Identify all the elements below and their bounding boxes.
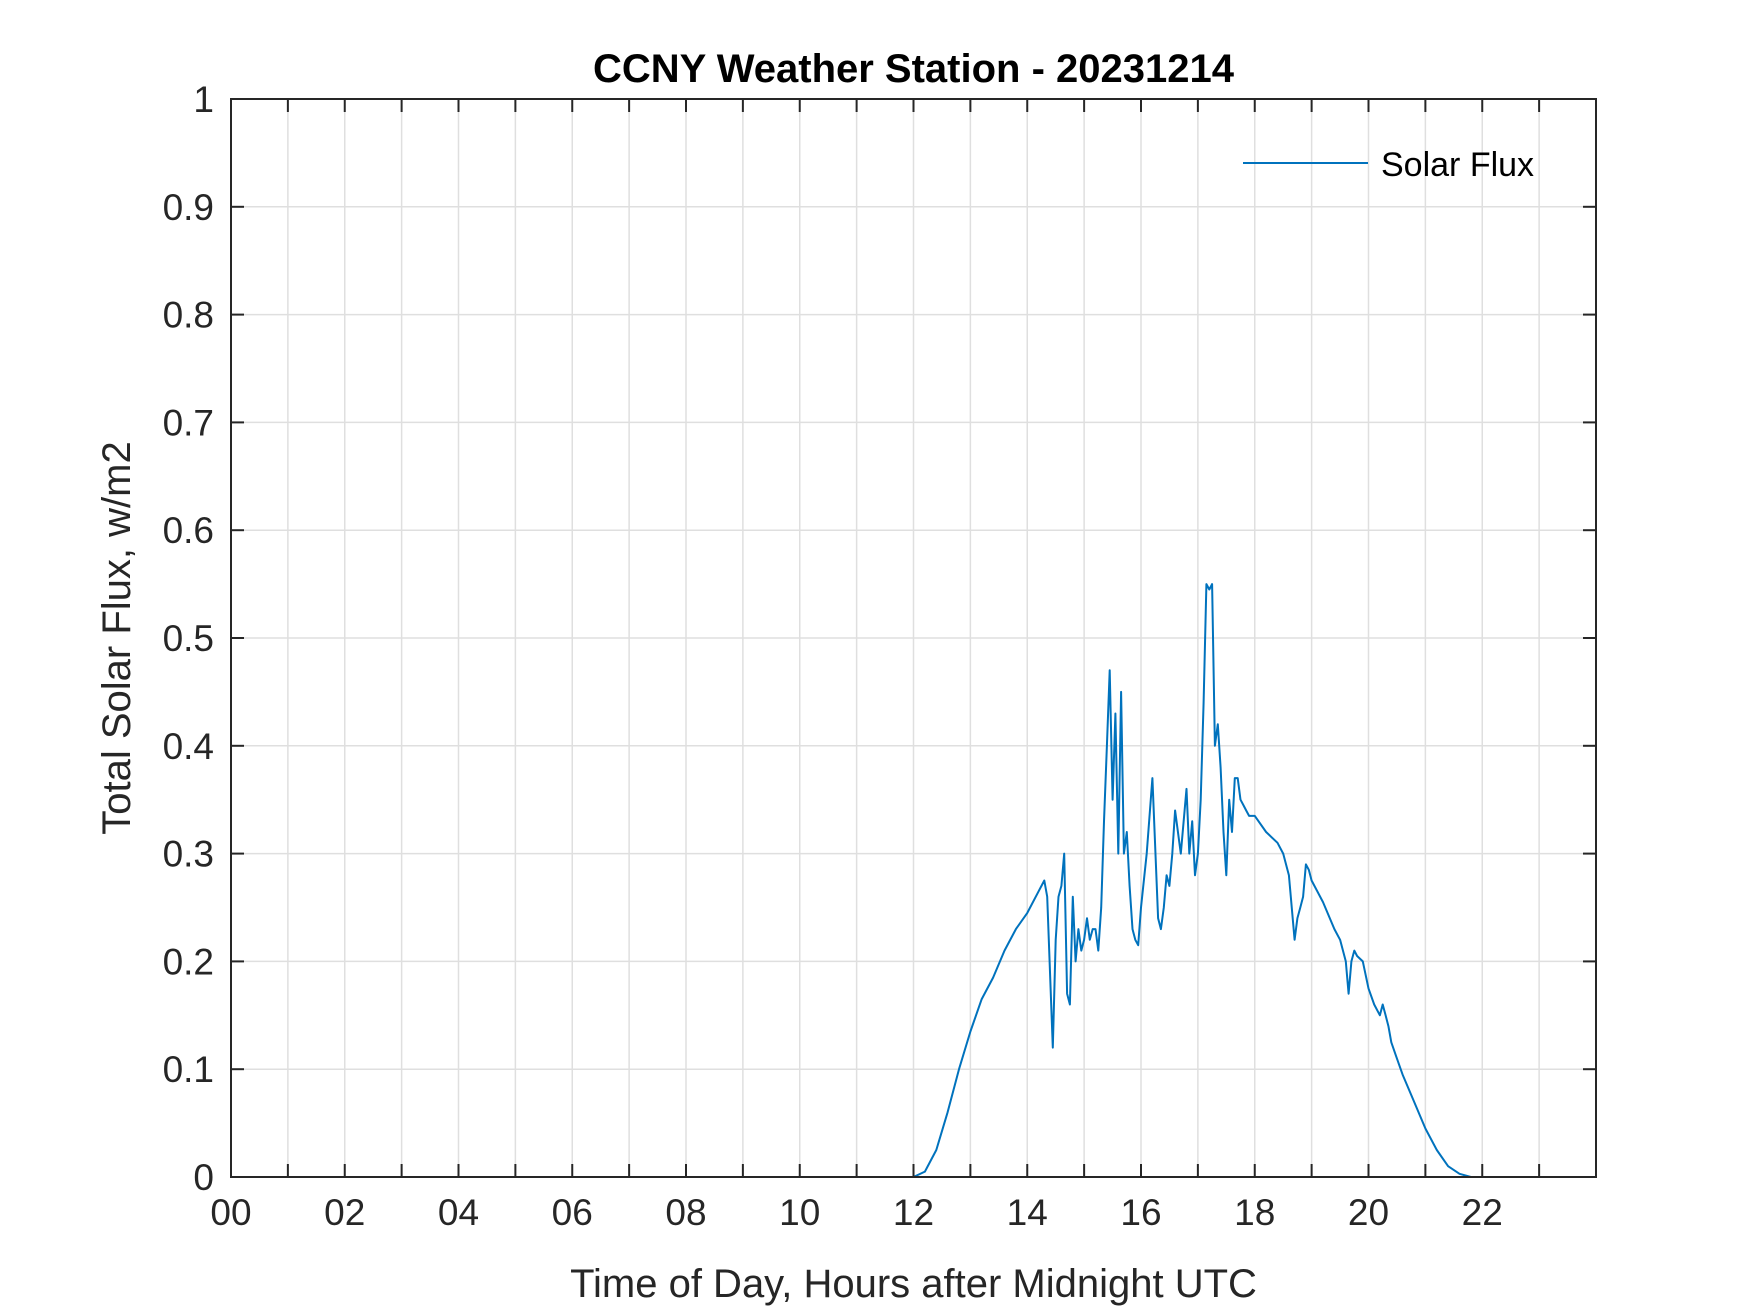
- tick-labels: 00 02 04 06 08 10 12 14 16 18 20 22 0 0.1 0.2 0.3 0.4 0.5…: [163, 79, 1503, 1233]
- chart-title: CCNY Weather Station - 20231214: [593, 47, 1235, 91]
- y-tick-label: 0.1: [163, 1049, 214, 1090]
- y-tick-label: 1: [193, 79, 214, 120]
- x-tick-label: 00: [210, 1192, 251, 1233]
- grid: [231, 99, 1596, 1177]
- x-tick-label: 12: [893, 1192, 934, 1233]
- x-tick-label: 04: [438, 1192, 479, 1233]
- x-tick-label: 20: [1348, 1192, 1389, 1233]
- y-tick-label: 0.3: [163, 834, 214, 875]
- y-tick-label: 0: [193, 1157, 214, 1198]
- legend-label-solar-flux: Solar Flux: [1381, 146, 1534, 184]
- x-tick-label: 16: [1120, 1192, 1161, 1233]
- x-tick-label: 22: [1462, 1192, 1503, 1233]
- y-tick-label: 0.6: [163, 510, 214, 551]
- series-layer: [231, 583, 1594, 1178]
- y-tick-label: 0.7: [163, 402, 214, 443]
- x-tick-label: 02: [324, 1192, 365, 1233]
- y-tick-label: 0.8: [163, 295, 214, 336]
- legend: Solar Flux: [1243, 146, 1534, 184]
- x-tick-label: 08: [665, 1192, 706, 1233]
- x-tick-label: 06: [552, 1192, 593, 1233]
- y-tick-label: 0.9: [163, 187, 214, 228]
- x-tick-label: 10: [779, 1192, 820, 1233]
- x-tick-label: 18: [1234, 1192, 1275, 1233]
- x-tick-label: 14: [1007, 1192, 1048, 1233]
- series-line-solar-flux: [231, 583, 1594, 1178]
- x-axis-label: Time of Day, Hours after Midnight UTC: [570, 1262, 1257, 1306]
- y-tick-label: 0.5: [163, 618, 214, 659]
- axes-frame: [230, 98, 1597, 1178]
- y-tick-label: 0.4: [163, 726, 214, 767]
- y-tick-label: 0.2: [163, 941, 214, 982]
- y-axis-label: Total Solar Flux, w/m2: [95, 441, 139, 834]
